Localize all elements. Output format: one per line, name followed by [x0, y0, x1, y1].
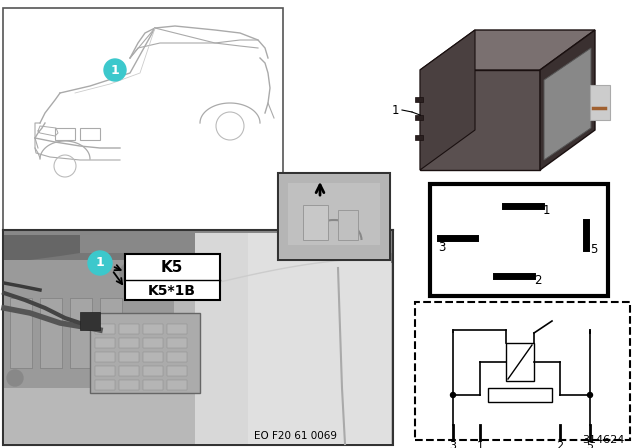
Bar — [100, 298, 122, 368]
Bar — [288, 183, 380, 245]
Text: 1: 1 — [477, 441, 483, 448]
Bar — [415, 302, 630, 440]
Text: 1: 1 — [111, 64, 120, 77]
Bar — [40, 298, 62, 368]
Bar — [143, 366, 163, 376]
Text: 3: 3 — [449, 441, 456, 448]
Text: 1: 1 — [391, 103, 399, 116]
Bar — [279, 174, 389, 259]
Bar — [167, 324, 187, 334]
Polygon shape — [420, 30, 475, 170]
Circle shape — [588, 392, 593, 397]
Bar — [80, 312, 100, 330]
Bar — [415, 135, 423, 140]
Text: K5*1B: K5*1B — [148, 284, 196, 298]
Bar — [95, 352, 115, 362]
Bar — [143, 352, 163, 362]
Polygon shape — [540, 30, 595, 170]
Circle shape — [451, 392, 456, 397]
Bar — [95, 366, 115, 376]
Bar — [4, 231, 392, 258]
Bar — [70, 298, 92, 368]
Bar — [55, 128, 75, 140]
Bar — [143, 338, 163, 348]
Bar — [415, 115, 423, 120]
Bar — [195, 233, 391, 444]
Text: EO F20 61 0069: EO F20 61 0069 — [253, 431, 337, 441]
Bar — [3, 230, 393, 445]
Bar — [80, 128, 100, 140]
Bar — [125, 254, 220, 300]
Text: 314624: 314624 — [582, 435, 625, 445]
Bar — [143, 324, 163, 334]
Circle shape — [137, 270, 153, 286]
Bar — [167, 366, 187, 376]
Bar — [3, 8, 283, 230]
Bar — [119, 338, 139, 348]
Bar — [4, 231, 392, 444]
Polygon shape — [590, 85, 610, 120]
Bar — [95, 380, 115, 390]
Bar — [338, 210, 358, 240]
Bar — [119, 366, 139, 376]
Bar — [10, 298, 32, 368]
Bar — [488, 388, 552, 402]
Circle shape — [88, 251, 112, 275]
Bar — [95, 338, 115, 348]
Text: 5: 5 — [590, 243, 597, 256]
Circle shape — [7, 370, 23, 386]
Bar — [506, 343, 534, 381]
Text: 3: 3 — [438, 241, 445, 254]
Bar — [119, 352, 139, 362]
Text: K5: K5 — [161, 260, 183, 276]
Bar — [4, 260, 174, 388]
Bar — [4, 253, 392, 263]
Bar — [119, 324, 139, 334]
Bar — [119, 380, 139, 390]
Bar — [90, 313, 200, 393]
Polygon shape — [4, 235, 80, 263]
Bar — [95, 324, 115, 334]
Bar — [278, 173, 390, 260]
Bar — [248, 233, 391, 444]
Bar — [143, 380, 163, 390]
Bar — [420, 70, 540, 170]
Text: 5: 5 — [586, 441, 593, 448]
Text: 2: 2 — [556, 441, 564, 448]
Circle shape — [120, 263, 140, 283]
Text: 1: 1 — [95, 257, 104, 270]
Bar — [430, 184, 608, 296]
Polygon shape — [420, 30, 595, 70]
Bar — [167, 380, 187, 390]
Polygon shape — [544, 48, 591, 160]
Bar — [393, 8, 638, 180]
Bar — [167, 338, 187, 348]
Circle shape — [104, 59, 126, 81]
Text: 2: 2 — [534, 273, 541, 287]
Bar — [303, 205, 328, 240]
Text: 1: 1 — [543, 203, 550, 216]
Bar — [415, 97, 423, 102]
Bar — [167, 352, 187, 362]
